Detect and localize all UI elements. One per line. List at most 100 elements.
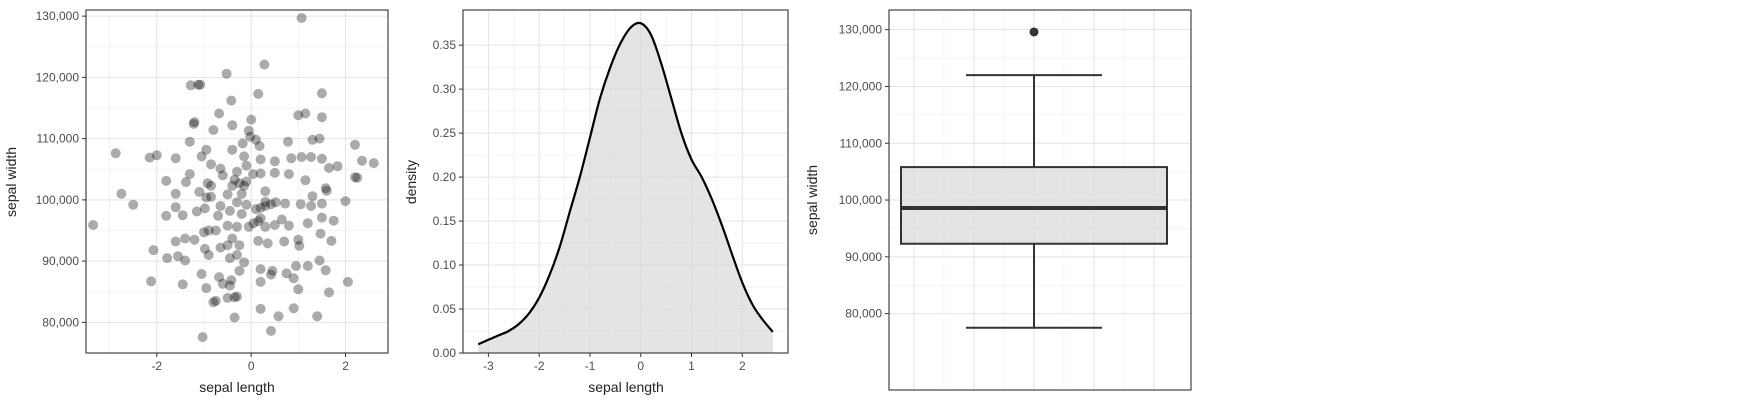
y-tick-label: 120,000	[36, 70, 80, 84]
scatter-point	[201, 144, 212, 155]
scatter-point	[286, 153, 297, 164]
y-tick-label: 80,000	[42, 315, 79, 329]
scatter-point	[260, 186, 271, 197]
scatter-point	[201, 283, 212, 294]
scatter-point	[320, 265, 331, 276]
scatter-point	[224, 253, 235, 264]
scatter-point	[214, 108, 225, 119]
scatter-point	[185, 80, 196, 91]
y-tick-label: 80,000	[845, 307, 882, 321]
scatter-point	[180, 255, 191, 266]
scatter-point	[188, 118, 199, 129]
scatter-point	[260, 201, 271, 211]
scatter-point	[234, 265, 245, 276]
boxplot	[900, 27, 1168, 329]
scatter-point	[217, 278, 228, 289]
scatter-point	[326, 235, 337, 246]
scatter-y-axis: 80,000 90,000 100,000 110,000 120,000 130,000	[36, 9, 86, 329]
scatter-point	[269, 167, 280, 178]
scatter-grid	[86, 10, 388, 353]
scatter-point	[295, 199, 306, 210]
scatter-point	[199, 227, 209, 238]
scatter-point	[229, 174, 240, 185]
scatter-point	[226, 95, 237, 106]
scatter-point	[293, 110, 304, 121]
scatter-point	[320, 183, 331, 194]
scatter-point	[232, 197, 242, 208]
scatter-point	[151, 150, 162, 161]
scatter-point	[110, 148, 121, 159]
scatter-point	[279, 236, 290, 247]
scatter-point	[253, 88, 264, 99]
scatter-point	[161, 210, 172, 221]
scatter-point	[260, 196, 271, 207]
x-tick-label: -1	[585, 359, 596, 373]
scatter-point	[229, 312, 240, 323]
scatter-x-axis-title: sepal length	[199, 379, 275, 395]
scatter-point	[241, 176, 252, 187]
scatter-point	[288, 273, 299, 284]
scatter-point	[255, 264, 266, 275]
scatter-point	[332, 161, 343, 172]
scatter-point	[253, 235, 264, 246]
boxplot-panel: 80,000 90,000 100,000 110,000 120,000 130,000…	[804, 9, 1192, 391]
y-tick-label: 0.15	[433, 214, 457, 228]
scatter-point	[206, 159, 216, 170]
scatter-point	[300, 108, 311, 119]
y-tick-label: 0.10	[433, 258, 457, 272]
scatter-point	[194, 186, 205, 197]
y-tick-label: 100,000	[36, 193, 80, 207]
scatter-point	[248, 218, 259, 229]
scatter-point	[324, 287, 334, 298]
scatter-point	[250, 204, 261, 215]
y-tick-label: 0.35	[433, 38, 457, 52]
scatter-point	[316, 153, 327, 164]
x-tick-label: -3	[483, 359, 494, 373]
scatter-point	[296, 13, 307, 23]
scatter-point	[191, 206, 202, 217]
scatter-point	[203, 250, 214, 260]
scatter-point	[243, 221, 254, 232]
x-tick-label: 2	[739, 359, 746, 373]
scatter-point	[226, 275, 237, 286]
scatter-point	[116, 188, 127, 199]
scatter-point	[227, 120, 238, 131]
scatter-point	[189, 234, 200, 245]
scatter-point	[283, 169, 294, 180]
scatter-point	[239, 151, 250, 162]
scatter-point	[213, 210, 224, 221]
scatter-point	[288, 303, 299, 314]
scatter-point	[210, 295, 221, 306]
x-tick-label: 2	[342, 359, 349, 373]
scatter-point	[177, 210, 188, 221]
scatter-point	[222, 220, 233, 231]
scatter-point	[266, 199, 276, 210]
y-tick-label: 0.30	[433, 82, 457, 96]
scatter-point	[269, 220, 280, 230]
scatter-point	[199, 243, 210, 254]
density-frame	[462, 9, 789, 354]
scatter-point	[241, 160, 252, 171]
scatter-point	[316, 88, 327, 99]
scatter-point	[255, 303, 266, 314]
outlier-point	[1029, 27, 1039, 37]
density-x-axis-title: sepal length	[588, 379, 664, 395]
scatter-point	[206, 191, 216, 202]
scatter-point	[328, 215, 339, 226]
scatter-point	[306, 201, 317, 211]
scatter-point	[266, 269, 276, 280]
scatter-point	[352, 172, 363, 183]
scatter-point	[215, 201, 226, 211]
x-tick-label: -2	[534, 359, 545, 373]
x-tick-label: 0	[248, 359, 255, 373]
scatter-point	[293, 234, 304, 245]
scatter-point	[245, 131, 256, 142]
scatter-x-axis: -2 0 2	[151, 353, 349, 373]
scatter-point	[193, 79, 204, 90]
scatter-point	[321, 185, 332, 196]
scatter-point	[184, 136, 195, 147]
boxplot-y-axis: 80,000 90,000 100,000 110,000 120,000 130,000	[839, 23, 889, 321]
y-tick-label: 130,000	[36, 9, 80, 23]
scatter-point	[307, 134, 318, 145]
y-tick-label: 100,000	[839, 193, 883, 207]
